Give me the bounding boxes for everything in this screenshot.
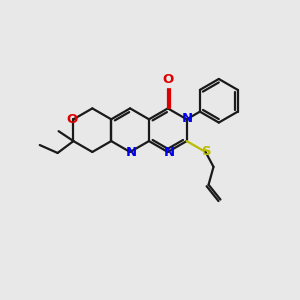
Text: N: N [182,112,193,125]
Text: N: N [125,146,136,160]
Text: S: S [202,146,211,158]
Text: N: N [163,146,174,160]
Text: O: O [162,73,173,86]
Text: O: O [67,113,78,126]
